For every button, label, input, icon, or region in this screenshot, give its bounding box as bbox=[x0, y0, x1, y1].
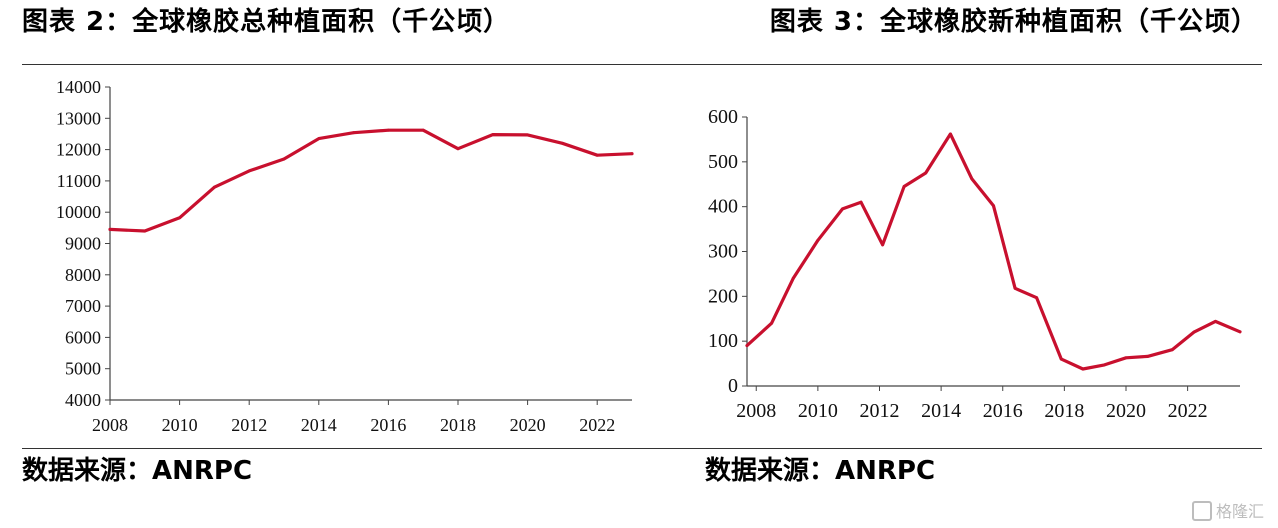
data-point bbox=[970, 177, 974, 181]
data-point bbox=[143, 229, 147, 233]
data-point bbox=[352, 131, 355, 135]
x-tick-label: 2016 bbox=[370, 415, 406, 435]
data-point bbox=[1081, 367, 1085, 371]
x-tick-label: 2008 bbox=[736, 400, 776, 422]
data-point bbox=[859, 200, 863, 204]
data-point bbox=[1238, 330, 1242, 334]
data-point bbox=[770, 321, 773, 325]
data-point bbox=[1059, 357, 1063, 361]
data-point bbox=[745, 344, 749, 347]
data-point bbox=[630, 152, 634, 156]
x-tick-label: 2022 bbox=[579, 415, 615, 435]
y-tick-label: 11000 bbox=[57, 171, 101, 191]
x-tick-label: 2014 bbox=[301, 415, 337, 435]
y-tick-label: 400 bbox=[708, 196, 738, 218]
data-point bbox=[213, 185, 216, 189]
data-point bbox=[561, 141, 564, 145]
chart-title-total-area: 图表 2：全球橡胶总种植面积（千公顷） bbox=[22, 7, 511, 37]
data-point bbox=[1192, 330, 1196, 334]
data-point bbox=[282, 157, 286, 161]
x-tick-label: 2008 bbox=[92, 415, 128, 435]
data-point bbox=[108, 228, 112, 231]
data-point bbox=[1214, 320, 1217, 323]
y-tick-label: 12000 bbox=[56, 140, 101, 160]
data-point bbox=[1013, 286, 1017, 290]
data-point bbox=[247, 169, 251, 173]
watermark: 格隆汇 bbox=[1191, 498, 1264, 522]
logo-icon bbox=[1191, 501, 1212, 521]
data-point bbox=[1124, 356, 1128, 360]
x-tick-label: 2012 bbox=[231, 415, 267, 435]
x-tick-label: 2018 bbox=[440, 415, 476, 435]
data-series-line bbox=[108, 128, 634, 233]
y-tick-label: 300 bbox=[708, 241, 738, 263]
y-tick-label: 7000 bbox=[65, 296, 101, 316]
y-tick-label: 500 bbox=[708, 151, 738, 173]
y-tick-label: 5000 bbox=[65, 359, 101, 379]
data-point bbox=[1146, 355, 1149, 358]
data-point bbox=[791, 277, 795, 280]
x-tick-label: 2016 bbox=[983, 400, 1023, 422]
y-tick-label: 13000 bbox=[56, 108, 101, 128]
line-chart-total-area: 4000 5000 6000 7000 8000 9000 10000 11000 12000 1… bbox=[56, 77, 634, 435]
data-point bbox=[841, 207, 844, 211]
x-tick-label: 2022 bbox=[1168, 400, 1208, 422]
bottom-divider bbox=[22, 448, 1262, 449]
x-tick-label: 2018 bbox=[1044, 400, 1084, 422]
line-chart-new-area: 0 100 200 300 400 500 600 2008 2010 2012 2014 2016 2… bbox=[708, 106, 1242, 422]
data-point bbox=[1035, 296, 1038, 300]
data-point bbox=[1170, 348, 1174, 352]
data-point bbox=[949, 132, 952, 136]
x-tick-label: 2010 bbox=[798, 400, 838, 422]
data-point bbox=[902, 185, 906, 188]
data-series-line bbox=[745, 132, 1242, 371]
x-tick-label: 2020 bbox=[1106, 400, 1146, 422]
y-tick-label: 4000 bbox=[65, 390, 101, 410]
data-point bbox=[387, 128, 390, 132]
y-tick-label: 100 bbox=[708, 330, 738, 352]
data-source-left: 数据来源：ANRPC bbox=[22, 456, 253, 486]
data-point bbox=[992, 204, 995, 208]
data-source-right: 数据来源：ANRPC bbox=[705, 456, 936, 486]
data-point bbox=[421, 128, 425, 132]
data-point bbox=[924, 171, 928, 175]
data-point bbox=[881, 243, 884, 247]
top-divider bbox=[22, 64, 1262, 65]
x-tick-label: 2020 bbox=[510, 415, 546, 435]
y-tick-label: 200 bbox=[708, 285, 738, 307]
x-tick-label: 2010 bbox=[162, 415, 198, 435]
data-point bbox=[317, 137, 321, 141]
data-point bbox=[178, 216, 182, 220]
chart-title-new-area: 图表 3：全球橡胶新种植面积（千公顷） bbox=[769, 7, 1258, 37]
data-point bbox=[816, 238, 820, 242]
watermark-text: 格隆汇 bbox=[1215, 502, 1264, 521]
data-point bbox=[526, 133, 529, 137]
data-point bbox=[456, 147, 460, 151]
data-point bbox=[491, 133, 495, 137]
y-tick-label: 9000 bbox=[65, 234, 101, 254]
y-tick-label: 10000 bbox=[56, 202, 101, 222]
y-tick-label: 600 bbox=[708, 106, 738, 128]
y-tick-label: 6000 bbox=[65, 327, 101, 347]
data-point bbox=[595, 153, 599, 157]
x-tick-label: 2014 bbox=[921, 400, 961, 422]
data-point bbox=[1103, 363, 1106, 367]
y-tick-label: 14000 bbox=[56, 77, 101, 97]
y-tick-label: 8000 bbox=[65, 265, 101, 285]
y-tick-label: 0 bbox=[728, 375, 738, 397]
x-tick-label: 2012 bbox=[859, 400, 899, 422]
